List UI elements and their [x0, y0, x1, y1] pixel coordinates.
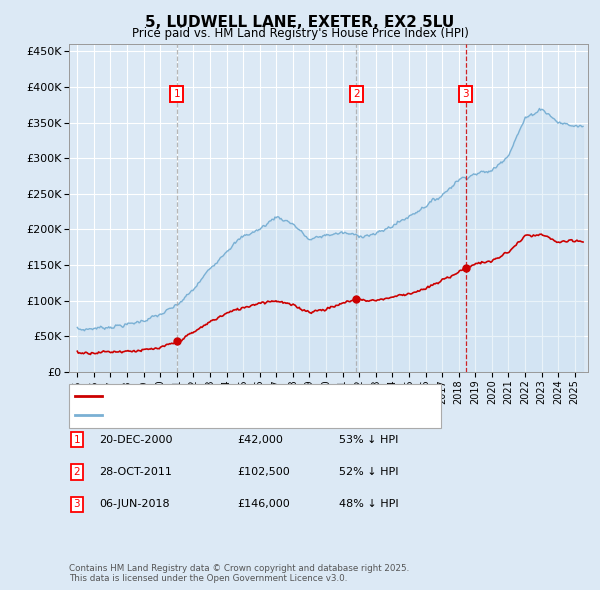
Text: 3: 3 [463, 89, 469, 99]
Text: £42,000: £42,000 [237, 435, 283, 444]
Text: 5, LUDWELL LANE, EXETER, EX2 5LU (semi-detached house): 5, LUDWELL LANE, EXETER, EX2 5LU (semi-d… [106, 391, 401, 401]
Text: Price paid vs. HM Land Registry's House Price Index (HPI): Price paid vs. HM Land Registry's House … [131, 27, 469, 40]
Text: 28-OCT-2011: 28-OCT-2011 [99, 467, 172, 477]
Text: 52% ↓ HPI: 52% ↓ HPI [339, 467, 398, 477]
Text: 1: 1 [73, 435, 80, 444]
Text: 5, LUDWELL LANE, EXETER, EX2 5LU: 5, LUDWELL LANE, EXETER, EX2 5LU [145, 15, 455, 30]
Text: 2: 2 [353, 89, 359, 99]
Text: £102,500: £102,500 [237, 467, 290, 477]
Text: HPI: Average price, semi-detached house, Exeter: HPI: Average price, semi-detached house,… [106, 411, 346, 420]
Text: 1: 1 [173, 89, 180, 99]
Text: 48% ↓ HPI: 48% ↓ HPI [339, 500, 398, 509]
Text: Contains HM Land Registry data © Crown copyright and database right 2025.
This d: Contains HM Land Registry data © Crown c… [69, 563, 409, 583]
Text: 20-DEC-2000: 20-DEC-2000 [99, 435, 173, 444]
Text: £146,000: £146,000 [237, 500, 290, 509]
Text: 3: 3 [73, 500, 80, 509]
Text: 06-JUN-2018: 06-JUN-2018 [99, 500, 170, 509]
Text: 53% ↓ HPI: 53% ↓ HPI [339, 435, 398, 444]
Text: 2: 2 [73, 467, 80, 477]
